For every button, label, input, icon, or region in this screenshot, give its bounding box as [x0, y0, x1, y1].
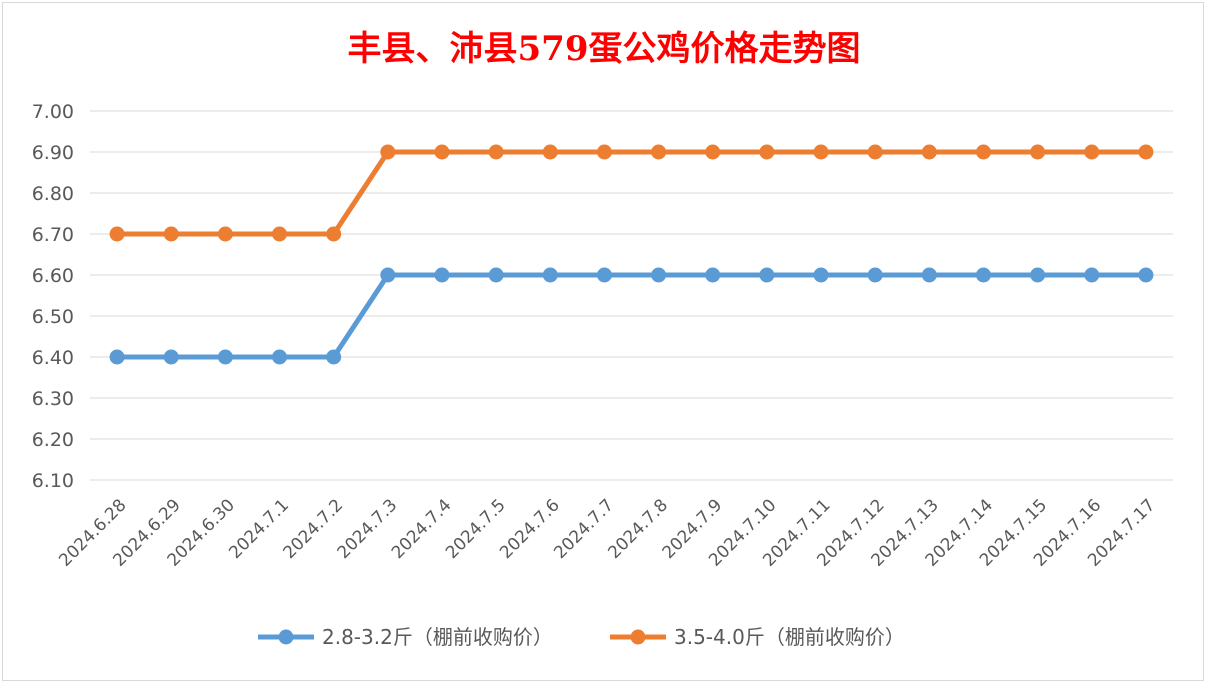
- data-point: [542, 144, 558, 160]
- y-tick-label: 7.00: [32, 101, 74, 123]
- chart-title: 丰县、沛县579蛋公鸡价格走势图: [348, 29, 861, 69]
- y-axis-ticks: 6.10 6.20 6.30 6.40 6.50 6.60 6.70 6.80 6.90 7.00: [32, 101, 74, 492]
- y-tick-label: 6.20: [32, 429, 74, 451]
- series-line: [114, 272, 1149, 360]
- data-point: [272, 226, 288, 242]
- legend-item: 2.8-3.2斤（棚前收购价）: [258, 625, 553, 649]
- y-tick-label: 6.70: [32, 224, 74, 246]
- data-point: [217, 226, 233, 242]
- data-point: [759, 144, 775, 160]
- legend-label: 3.5-4.0斤（棚前收购价）: [674, 625, 905, 649]
- data-point: [975, 144, 991, 160]
- data-point: [272, 349, 288, 365]
- y-tick-label: 6.30: [32, 388, 74, 410]
- y-tick-label: 6.50: [32, 306, 74, 328]
- legend-swatch-marker: [278, 629, 294, 645]
- series-1: [109, 267, 1154, 365]
- legend-label: 2.8-3.2斤（棚前收购价）: [322, 625, 553, 649]
- series-lines: [109, 144, 1154, 365]
- data-point: [921, 144, 937, 160]
- data-point: [1084, 267, 1100, 283]
- data-point: [867, 144, 883, 160]
- data-point: [488, 267, 504, 283]
- y-tick-label: 6.60: [32, 265, 74, 287]
- data-point: [651, 267, 667, 283]
- data-point: [163, 349, 179, 365]
- data-point: [163, 226, 179, 242]
- data-point: [1084, 144, 1100, 160]
- data-point: [705, 267, 721, 283]
- data-point: [651, 144, 667, 160]
- data-point: [596, 144, 612, 160]
- y-tick-label: 6.10: [32, 470, 74, 492]
- legend-item: 3.5-4.0斤（棚前收购价）: [610, 625, 905, 649]
- gridlines: [90, 110, 1173, 481]
- data-point: [326, 349, 342, 365]
- data-point: [705, 144, 721, 160]
- data-point: [975, 267, 991, 283]
- data-point: [434, 144, 450, 160]
- data-point: [488, 144, 504, 160]
- data-point: [1030, 144, 1046, 160]
- data-point: [109, 349, 125, 365]
- data-point: [867, 267, 883, 283]
- data-point: [434, 267, 450, 283]
- data-point: [1030, 267, 1046, 283]
- data-point: [217, 349, 233, 365]
- y-tick-label: 6.40: [32, 347, 74, 369]
- data-point: [1138, 144, 1154, 160]
- series-2: [109, 144, 1154, 242]
- data-point: [813, 267, 829, 283]
- data-point: [596, 267, 612, 283]
- data-point: [1138, 267, 1154, 283]
- x-axis-ticks: 2024.6.282024.6.292024.6.302024.7.12024.…: [55, 495, 1159, 570]
- data-point: [380, 144, 396, 160]
- data-point: [813, 144, 829, 160]
- data-point: [759, 267, 775, 283]
- legend: 2.8-3.2斤（棚前收购价） 3.5-4.0斤（棚前收购价）: [258, 625, 905, 649]
- data-point: [542, 267, 558, 283]
- data-point: [109, 226, 125, 242]
- legend-swatch-marker: [630, 629, 646, 645]
- data-point: [326, 226, 342, 242]
- data-point: [380, 267, 396, 283]
- data-point: [921, 267, 937, 283]
- series-line: [114, 149, 1149, 237]
- y-tick-label: 6.80: [32, 183, 74, 205]
- y-tick-label: 6.90: [32, 142, 74, 164]
